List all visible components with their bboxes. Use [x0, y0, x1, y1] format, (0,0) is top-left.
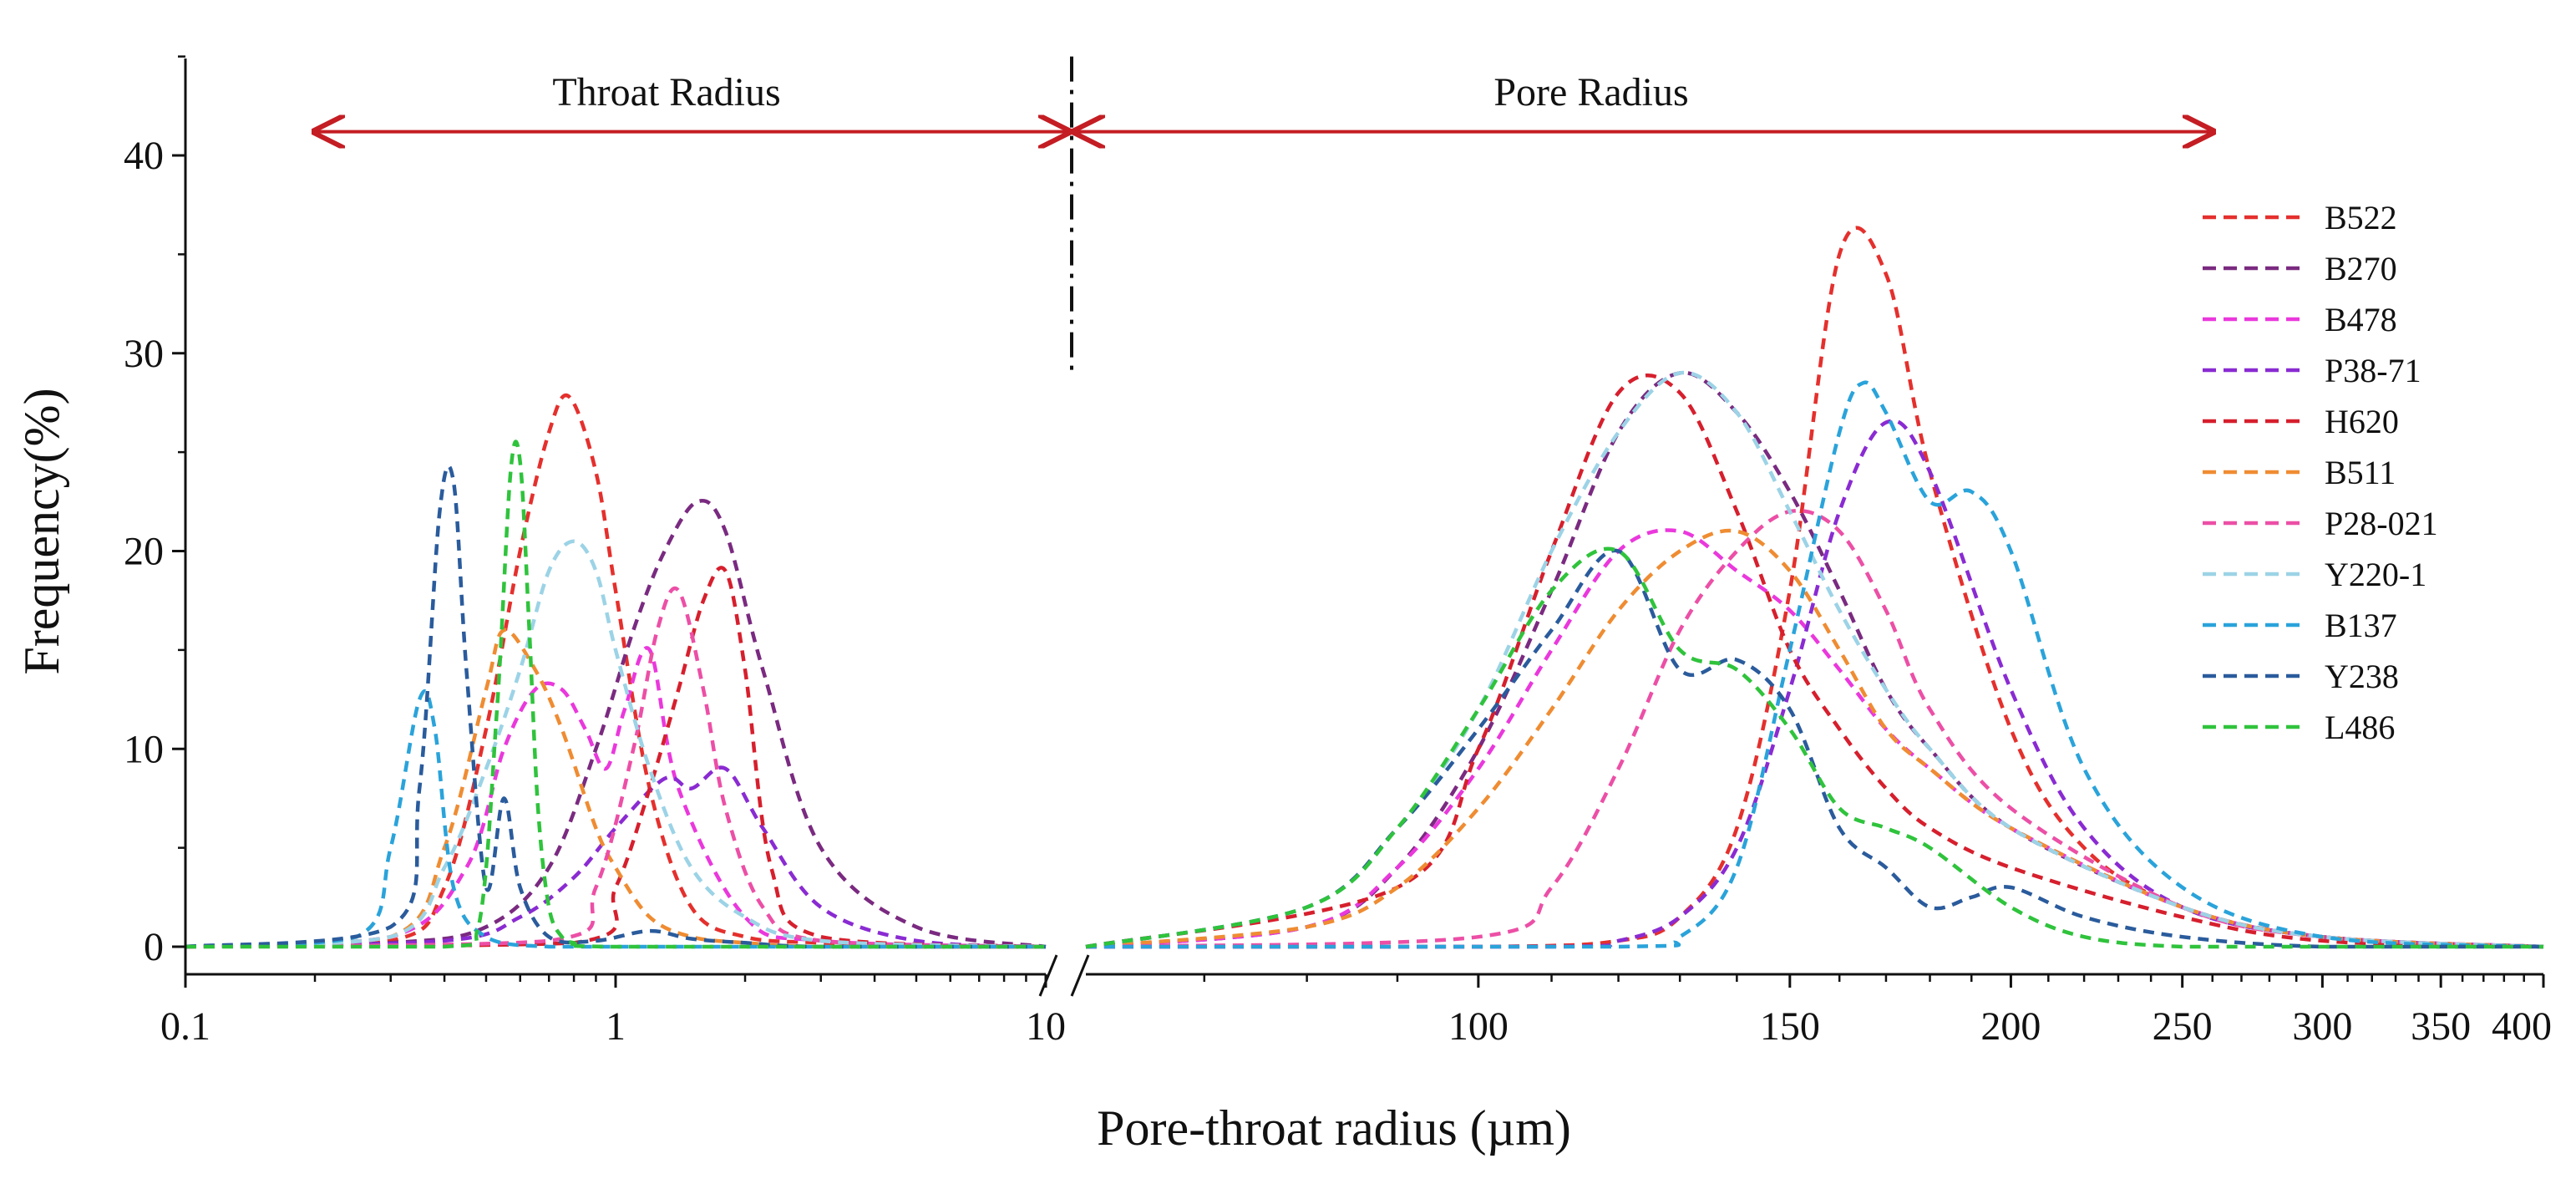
legend-item-b511: B511: [2203, 454, 2396, 491]
pore-radius-label: Pore Radius: [1493, 70, 1688, 114]
throat-radius-label: Throat Radius: [552, 70, 780, 114]
series-line-y238-throat: [185, 464, 1046, 949]
axes-layer: 0 10 20 30 40 0.1 1 10 100 150 200 250 300 350 400: [124, 55, 2552, 1049]
series-line-b478-throat: [185, 646, 1047, 949]
series-line-l486-pore: [1085, 546, 2543, 949]
series-line-b270-throat: [185, 499, 1047, 949]
y-axis-title: Frequency(%): [14, 388, 69, 674]
legend-item-b478: B478: [2203, 301, 2397, 338]
legend-label: L486: [2325, 709, 2395, 746]
legend-label: Y238: [2325, 658, 2399, 695]
x-tick-label: 1: [606, 1004, 626, 1049]
series-b137: [185, 380, 2544, 949]
x-tick-label: 300: [2292, 1004, 2352, 1049]
annotation-layer: Throat Radius Pore Radius: [315, 56, 2213, 374]
series-l486: [185, 440, 2543, 949]
series-y220-1: [185, 370, 2544, 949]
y-tick-label: 20: [124, 530, 164, 574]
series-line-y238-pore: [1085, 548, 2543, 949]
series-line-b522-throat: [185, 393, 1046, 949]
legend-item-p38-71: P38-71: [2203, 352, 2421, 389]
x-tick-label: 150: [1760, 1004, 1820, 1049]
x-tick-label: 350: [2411, 1004, 2471, 1049]
x-tick-label: 250: [2153, 1004, 2213, 1049]
series-line-h620-throat: [185, 566, 1047, 949]
x-tick-label: 0.1: [160, 1004, 210, 1049]
series-b270: [185, 370, 2544, 949]
y-tick-label: 10: [124, 727, 164, 771]
legend-label: B137: [2325, 607, 2397, 644]
series-line-b511-pore: [1085, 528, 2544, 949]
legend-item-b137: B137: [2203, 607, 2397, 644]
legend-item-b270: B270: [2203, 250, 2397, 287]
series-b511: [185, 528, 2544, 949]
series-line-h620-pore: [1085, 374, 2544, 949]
axis-break-mark: [1070, 954, 1090, 997]
series-y238: [185, 464, 2543, 949]
legend-item-y220-1: Y220-1: [2203, 556, 2426, 593]
series-b522: [185, 226, 2544, 949]
y-tick-label: 40: [124, 134, 164, 178]
x-axis-title: Pore-throat radius (µm): [1097, 1100, 1571, 1156]
legend-label: B478: [2325, 301, 2397, 338]
series-line-y220-1-throat: [185, 539, 1047, 949]
legend-label: B511: [2325, 454, 2396, 491]
series-line-b511-throat: [185, 628, 1046, 949]
series-line-b270-pore: [1085, 370, 2544, 949]
series-line-b137-pore: [1086, 380, 2544, 949]
legend: B522 B270 B478 P38-71 H620 B511 P28-021 Y220-1 B…: [2203, 199, 2438, 746]
legend-label: P28-021: [2325, 505, 2438, 542]
series-layer: [185, 226, 2544, 949]
y-tick-label: 30: [124, 332, 164, 376]
x-tick-label: 100: [1448, 1004, 1509, 1049]
series-line-b137-throat: [185, 689, 1046, 949]
legend-label: H620: [2325, 403, 2399, 440]
legend-item-l486: L486: [2203, 709, 2395, 746]
x-tick-label: 10: [1026, 1004, 1066, 1049]
legend-label: Y220-1: [2325, 556, 2426, 593]
series-line-p38-71-throat: [185, 765, 1047, 949]
x-tick-label: 200: [1980, 1004, 2041, 1049]
legend-item-p28-021: P28-021: [2203, 505, 2438, 542]
series-h620: [185, 374, 2544, 949]
x-tick-label: 400: [2492, 1004, 2552, 1049]
axis-break-mark: [1038, 954, 1058, 997]
legend-item-h620: H620: [2203, 403, 2399, 440]
series-line-p28-021-throat: [185, 587, 1047, 949]
legend-label: B270: [2325, 250, 2397, 287]
y-tick-label: 0: [144, 925, 164, 969]
legend-item-y238: Y238: [2203, 658, 2399, 695]
legend-label: P38-71: [2325, 352, 2421, 389]
legend-label: B522: [2325, 199, 2397, 236]
legend-item-b522: B522: [2203, 199, 2397, 236]
